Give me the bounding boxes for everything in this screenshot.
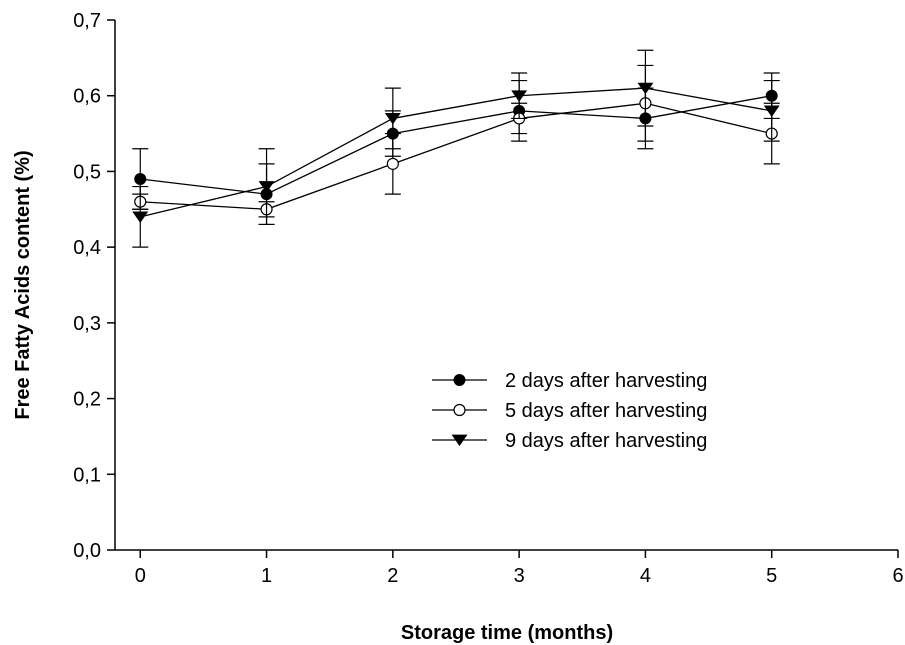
y-tick-label: 0,5 [73,161,101,183]
legend-item: 2 days after harvesting [432,370,707,392]
legend: 2 days after harvesting 5 days after harv… [432,370,707,452]
y-tick-label: 0,3 [73,313,101,335]
data-point [134,173,147,185]
data-point [384,113,401,125]
y-tick-label: 0,0 [73,540,101,562]
x-tick-label: 5 [766,565,777,587]
y-tick-label: 0,2 [73,389,101,411]
legend-item: 5 days after harvesting [432,400,707,422]
series-3 [132,49,780,248]
x-tick-label: 6 [892,565,903,587]
axes [114,20,898,551]
series-line [140,102,772,210]
y-axis-title: Free Fatty Acids content (%) [12,150,34,419]
y-tick-label: 0,1 [73,464,101,486]
y-tick-label: 0,7 [73,10,101,32]
data-point [637,82,654,95]
series-line [140,87,772,218]
data-point [132,211,149,223]
legend-marker [453,403,466,417]
y-tick-label: 0,4 [73,237,101,259]
legend-marker [453,374,466,386]
data-point [258,181,275,193]
ticks: 0,0 0,1 0,2 0,3 0,4 0,5 0,6 0,7 0 1 2 3 4 5 6 [73,10,903,587]
x-tick-label: 1 [261,565,272,587]
legend-label: 9 days after harvesting [505,430,707,452]
legend-marker [451,434,468,447]
data-point [763,105,780,117]
data-point [511,90,528,102]
x-tick-label: 3 [514,565,525,587]
x-tick-label: 0 [135,565,146,587]
series-1 [132,72,780,226]
legend-item: 9 days after harvesting [432,430,707,452]
legend-label: 2 days after harvesting [505,370,707,392]
x-tick-label: 4 [640,565,651,587]
series-layer [132,49,780,248]
x-tick-label: 2 [387,565,398,587]
data-point [386,157,399,170]
legend-label: 5 days after harvesting [505,400,707,422]
series-2 [132,64,780,218]
x-axis-title: Storage time (months) [401,622,613,644]
y-tick-label: 0,6 [73,86,101,108]
